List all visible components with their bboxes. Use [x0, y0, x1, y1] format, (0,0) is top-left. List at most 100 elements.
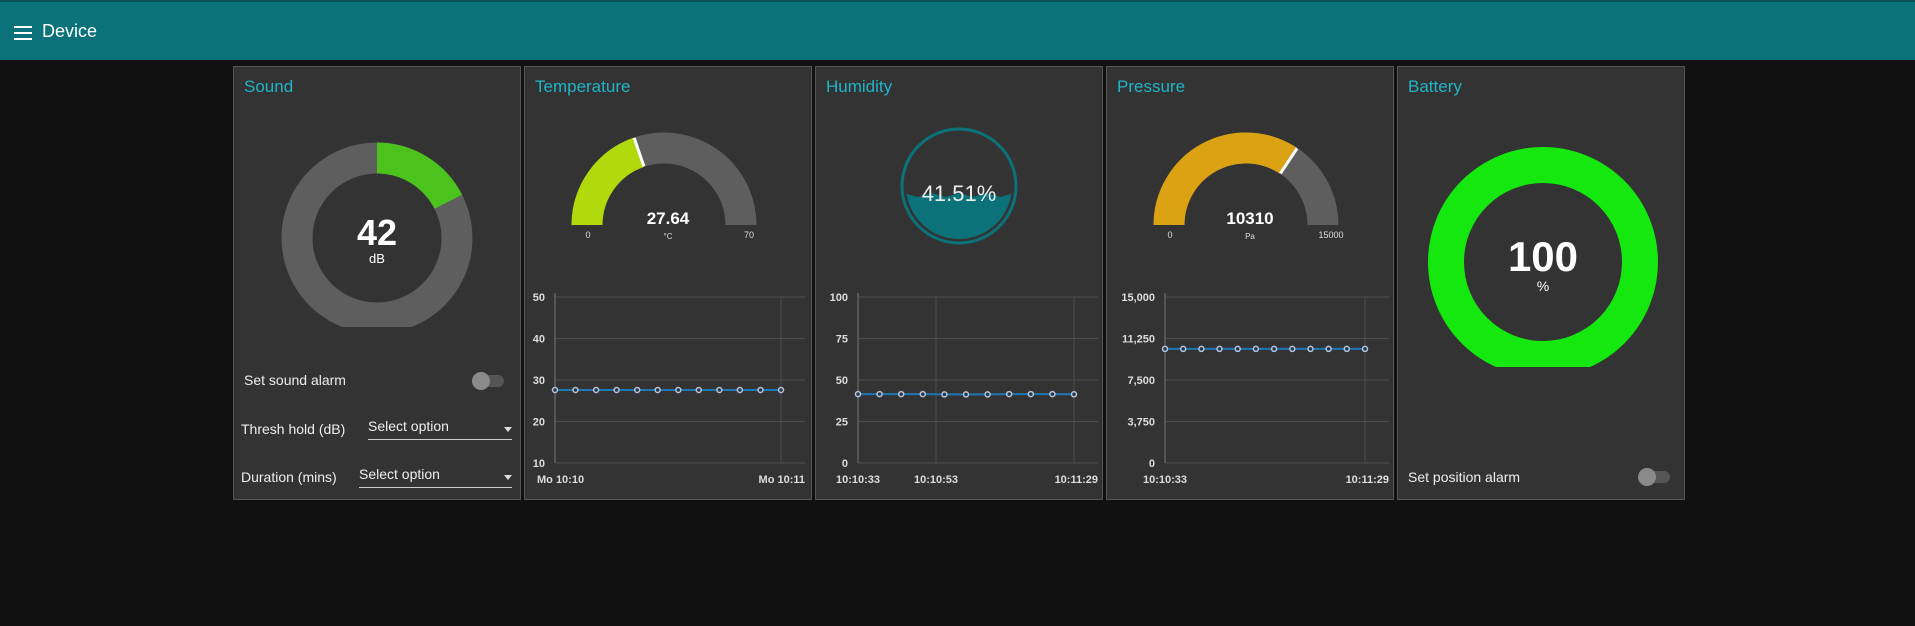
temperature-chart-y-tick: 10: [533, 458, 545, 470]
threshold-label: Thresh hold (dB): [241, 421, 346, 437]
pressure-chart-point: [1289, 345, 1296, 353]
chevron-down-icon: [504, 475, 512, 480]
pressure-chart-point: [1161, 345, 1169, 353]
temperature-chart-y-tick: 50: [533, 292, 545, 304]
duration-select[interactable]: Select option: [359, 466, 512, 488]
battery-unit: %: [1537, 278, 1549, 294]
sound-alarm-label: Set sound alarm: [244, 372, 346, 388]
battery-title: Battery: [1408, 77, 1462, 96]
temperature-unit: °C: [664, 232, 673, 241]
humidity-chart-point: [984, 391, 991, 398]
duration-label: Duration (mins): [241, 469, 337, 485]
pressure-chart-point: [1234, 345, 1241, 353]
humidity-ring: [900, 127, 1018, 245]
humidity-value: 41.51%: [922, 181, 997, 206]
pressure-chart-point: [1179, 345, 1187, 353]
humidity-chart-point: [876, 390, 883, 398]
humidity-chart-point: [1027, 390, 1035, 398]
temperature-chart-point: [551, 386, 559, 394]
temperature-chart-point: [695, 386, 703, 394]
pressure-chart-point: [1252, 345, 1260, 353]
temperature-chart-point: [777, 386, 785, 394]
temperature-chart-y-tick: 40: [533, 334, 545, 346]
temperature-value: 27.64: [647, 209, 690, 228]
sound-donut: 42 dB: [281, 142, 473, 327]
humidity-liquid: [906, 192, 1012, 239]
temperature-min: 0: [585, 230, 590, 240]
humidity-chart-point: [1005, 390, 1013, 398]
humidity-chart-point: [962, 391, 970, 398]
position-alarm-label: Set position alarm: [1408, 469, 1521, 485]
humidity-chart-point: [854, 390, 862, 398]
battery-card: Battery 100 % Set position alarm: [1397, 66, 1685, 500]
duration-select-value: Select option: [359, 466, 440, 482]
temperature-chart-point: [613, 386, 620, 394]
sound-title: Sound: [244, 77, 294, 96]
page-title: Device: [42, 21, 98, 41]
temperature-chart: 50 40 30 20 10 Mo 10:10 Mo 10:11: [533, 292, 805, 485]
chevron-down-icon: [504, 427, 512, 432]
top-bar: Device: [0, 0, 1915, 60]
sound-donut-level: [281, 142, 473, 327]
pressure-value: 10310: [1226, 209, 1273, 228]
sound-unit: dB: [369, 251, 385, 266]
humidity-chart: 100 75 50 25 0 10:10:33 10:10:53 10:11:29: [830, 292, 1098, 485]
humidity-chart-point: [1070, 391, 1078, 398]
temperature-chart-point: [716, 386, 723, 394]
temperature-chart-point: [675, 386, 682, 394]
pressure-chart-point: [1343, 345, 1351, 353]
temperature-chart-point: [736, 386, 744, 394]
pressure-chart-y-tick: 15,000: [1121, 292, 1155, 304]
pressure-chart-point: [1216, 345, 1223, 353]
pressure-title: Pressure: [1117, 77, 1186, 96]
pressure-chart-point: [1270, 345, 1278, 353]
pressure-card: Pressure 10310 Pa 0 15000 15,000 11,250 7,…: [1106, 66, 1394, 500]
pressure-chart-point: [1198, 345, 1205, 353]
position-alarm-toggle[interactable]: [1638, 468, 1670, 486]
humidity-chart-point: [941, 391, 948, 398]
temperature-chart-point: [757, 386, 764, 394]
battery-donut-ring: [1428, 147, 1658, 367]
humidity-chart-y-tick: 50: [836, 375, 848, 387]
pressure-max: 15000: [1318, 230, 1343, 240]
pressure-chart-point: [1307, 345, 1314, 353]
humidity-chart-x-tick: 10:11:29: [1055, 474, 1098, 485]
pressure-gauge-needle: [1279, 147, 1299, 175]
threshold-select[interactable]: Select option: [368, 418, 512, 440]
pressure-chart-y-tick: 0: [1149, 458, 1155, 470]
pressure-chart-y-tick: 11,250: [1122, 334, 1155, 346]
sound-card: Sound 42 dB Set sound alarm Thresh hold …: [233, 66, 521, 500]
pressure-chart: 15,000 11,250 7,500 3,750 0 10:10:33 10:11:29: [1121, 292, 1389, 485]
humidity-chart-y-tick: 0: [842, 458, 848, 470]
hamburger-icon[interactable]: [14, 26, 32, 40]
humidity-chart-y-tick: 75: [836, 334, 848, 346]
threshold-select-value: Select option: [368, 418, 449, 434]
temperature-chart-point: [654, 386, 661, 394]
humidity-chart-y-tick: 100: [830, 292, 848, 304]
humidity-title: Humidity: [826, 77, 893, 96]
sound-value: 42: [357, 212, 397, 253]
temperature-chart-y-tick: 30: [533, 375, 545, 387]
humidity-card: Humidity 41.51% 100 75 50 25 0 10:10:33 10:10:…: [815, 66, 1103, 500]
humidity-chart-x-tick: 10:10:53: [914, 474, 958, 485]
pressure-unit: Pa: [1245, 232, 1255, 241]
humidity-chart-point: [1049, 390, 1056, 398]
pressure-chart-point: [1325, 345, 1332, 353]
pressure-chart-y-tick: 7,500: [1127, 375, 1155, 387]
pressure-chart-x-tick: 10:10:33: [1143, 474, 1187, 485]
temperature-card: Temperature 27.64 °C 0 70 50 40 30 20 10 Mo 1…: [524, 66, 812, 500]
temperature-max: 70: [744, 230, 754, 240]
pressure-min: 0: [1167, 230, 1172, 240]
temperature-chart-x-tick: Mo 10:11: [759, 474, 805, 485]
humidity-chart-point: [919, 390, 927, 398]
temperature-chart-point: [633, 386, 641, 394]
humidity-tank: 41.51%: [900, 127, 1018, 245]
temperature-gauge-fill: [571, 137, 645, 226]
temperature-title: Temperature: [535, 77, 631, 96]
pressure-chart-point: [1361, 345, 1369, 353]
pressure-gauge-fill: [1153, 132, 1298, 226]
temperature-gauge: 27.64 °C 0 70: [571, 132, 757, 241]
sound-alarm-toggle[interactable]: [472, 372, 504, 390]
humidity-chart-point: [897, 390, 905, 398]
pressure-chart-y-tick: 3,750: [1127, 417, 1155, 429]
